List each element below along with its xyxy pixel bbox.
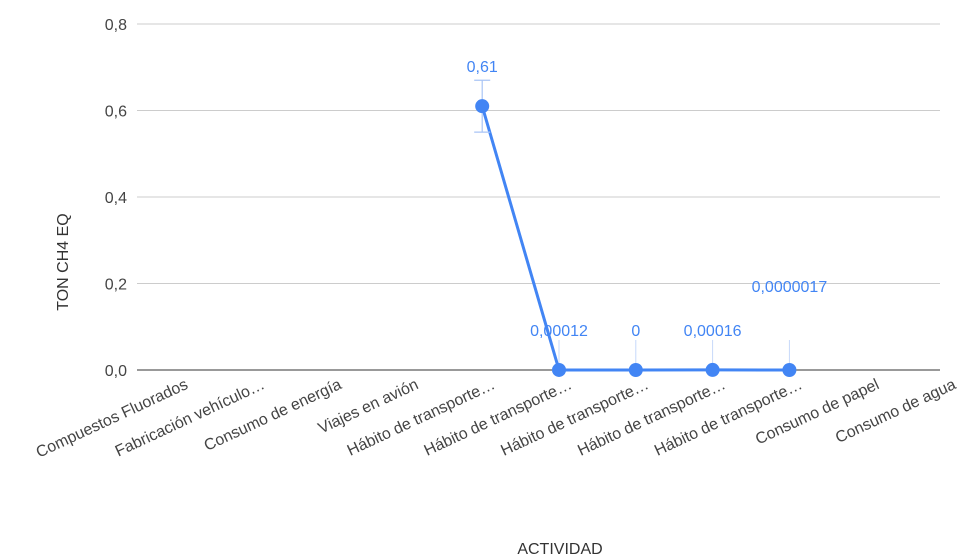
- x-tick-label: Fabricación vehículo…: [113, 376, 268, 460]
- data-point: [475, 99, 490, 114]
- data-label: 0,00016: [684, 323, 742, 340]
- x-axis-title: ACTIVIDAD: [517, 541, 602, 556]
- y-tick-label: 0,4: [105, 190, 127, 207]
- x-tick-label: Consumo de papel: [753, 376, 882, 448]
- data-label: 0: [631, 323, 640, 340]
- y-axis-ticks: 0,0 0,2 0,4 0,6 0,8: [105, 17, 127, 380]
- x-tick-label: Hábito de transporte…: [575, 376, 728, 459]
- data-label: 0,0000017: [752, 279, 828, 296]
- x-tick-label: Consumo de energía: [202, 376, 345, 455]
- data-point: [552, 362, 566, 377]
- data-labels: 0,61 0,00012 0 0,00016 0,0000017: [467, 59, 828, 340]
- data-label: 0,00012: [530, 323, 588, 340]
- y-axis-title: TON CH4 EQ: [55, 213, 72, 311]
- y-tick-label: 0,8: [105, 17, 127, 34]
- y-tick-label: 0,0: [105, 363, 127, 380]
- x-tick-label: Hábito de transporte…: [498, 376, 651, 459]
- x-tick-label: Hábito de transporte…: [422, 376, 575, 459]
- data-label: 0,61: [467, 59, 498, 76]
- data-point: [628, 363, 643, 377]
- x-tick-label: Hábito de transporte…: [345, 376, 498, 459]
- data-point: [705, 362, 720, 377]
- y-tick-label: 0,6: [105, 104, 127, 121]
- series-line: [474, 79, 797, 377]
- y-tick-label: 0,2: [105, 277, 127, 294]
- gridlines: [137, 23, 940, 371]
- x-tick-label: Hábito de transporte…: [652, 376, 805, 459]
- data-point: [782, 362, 797, 377]
